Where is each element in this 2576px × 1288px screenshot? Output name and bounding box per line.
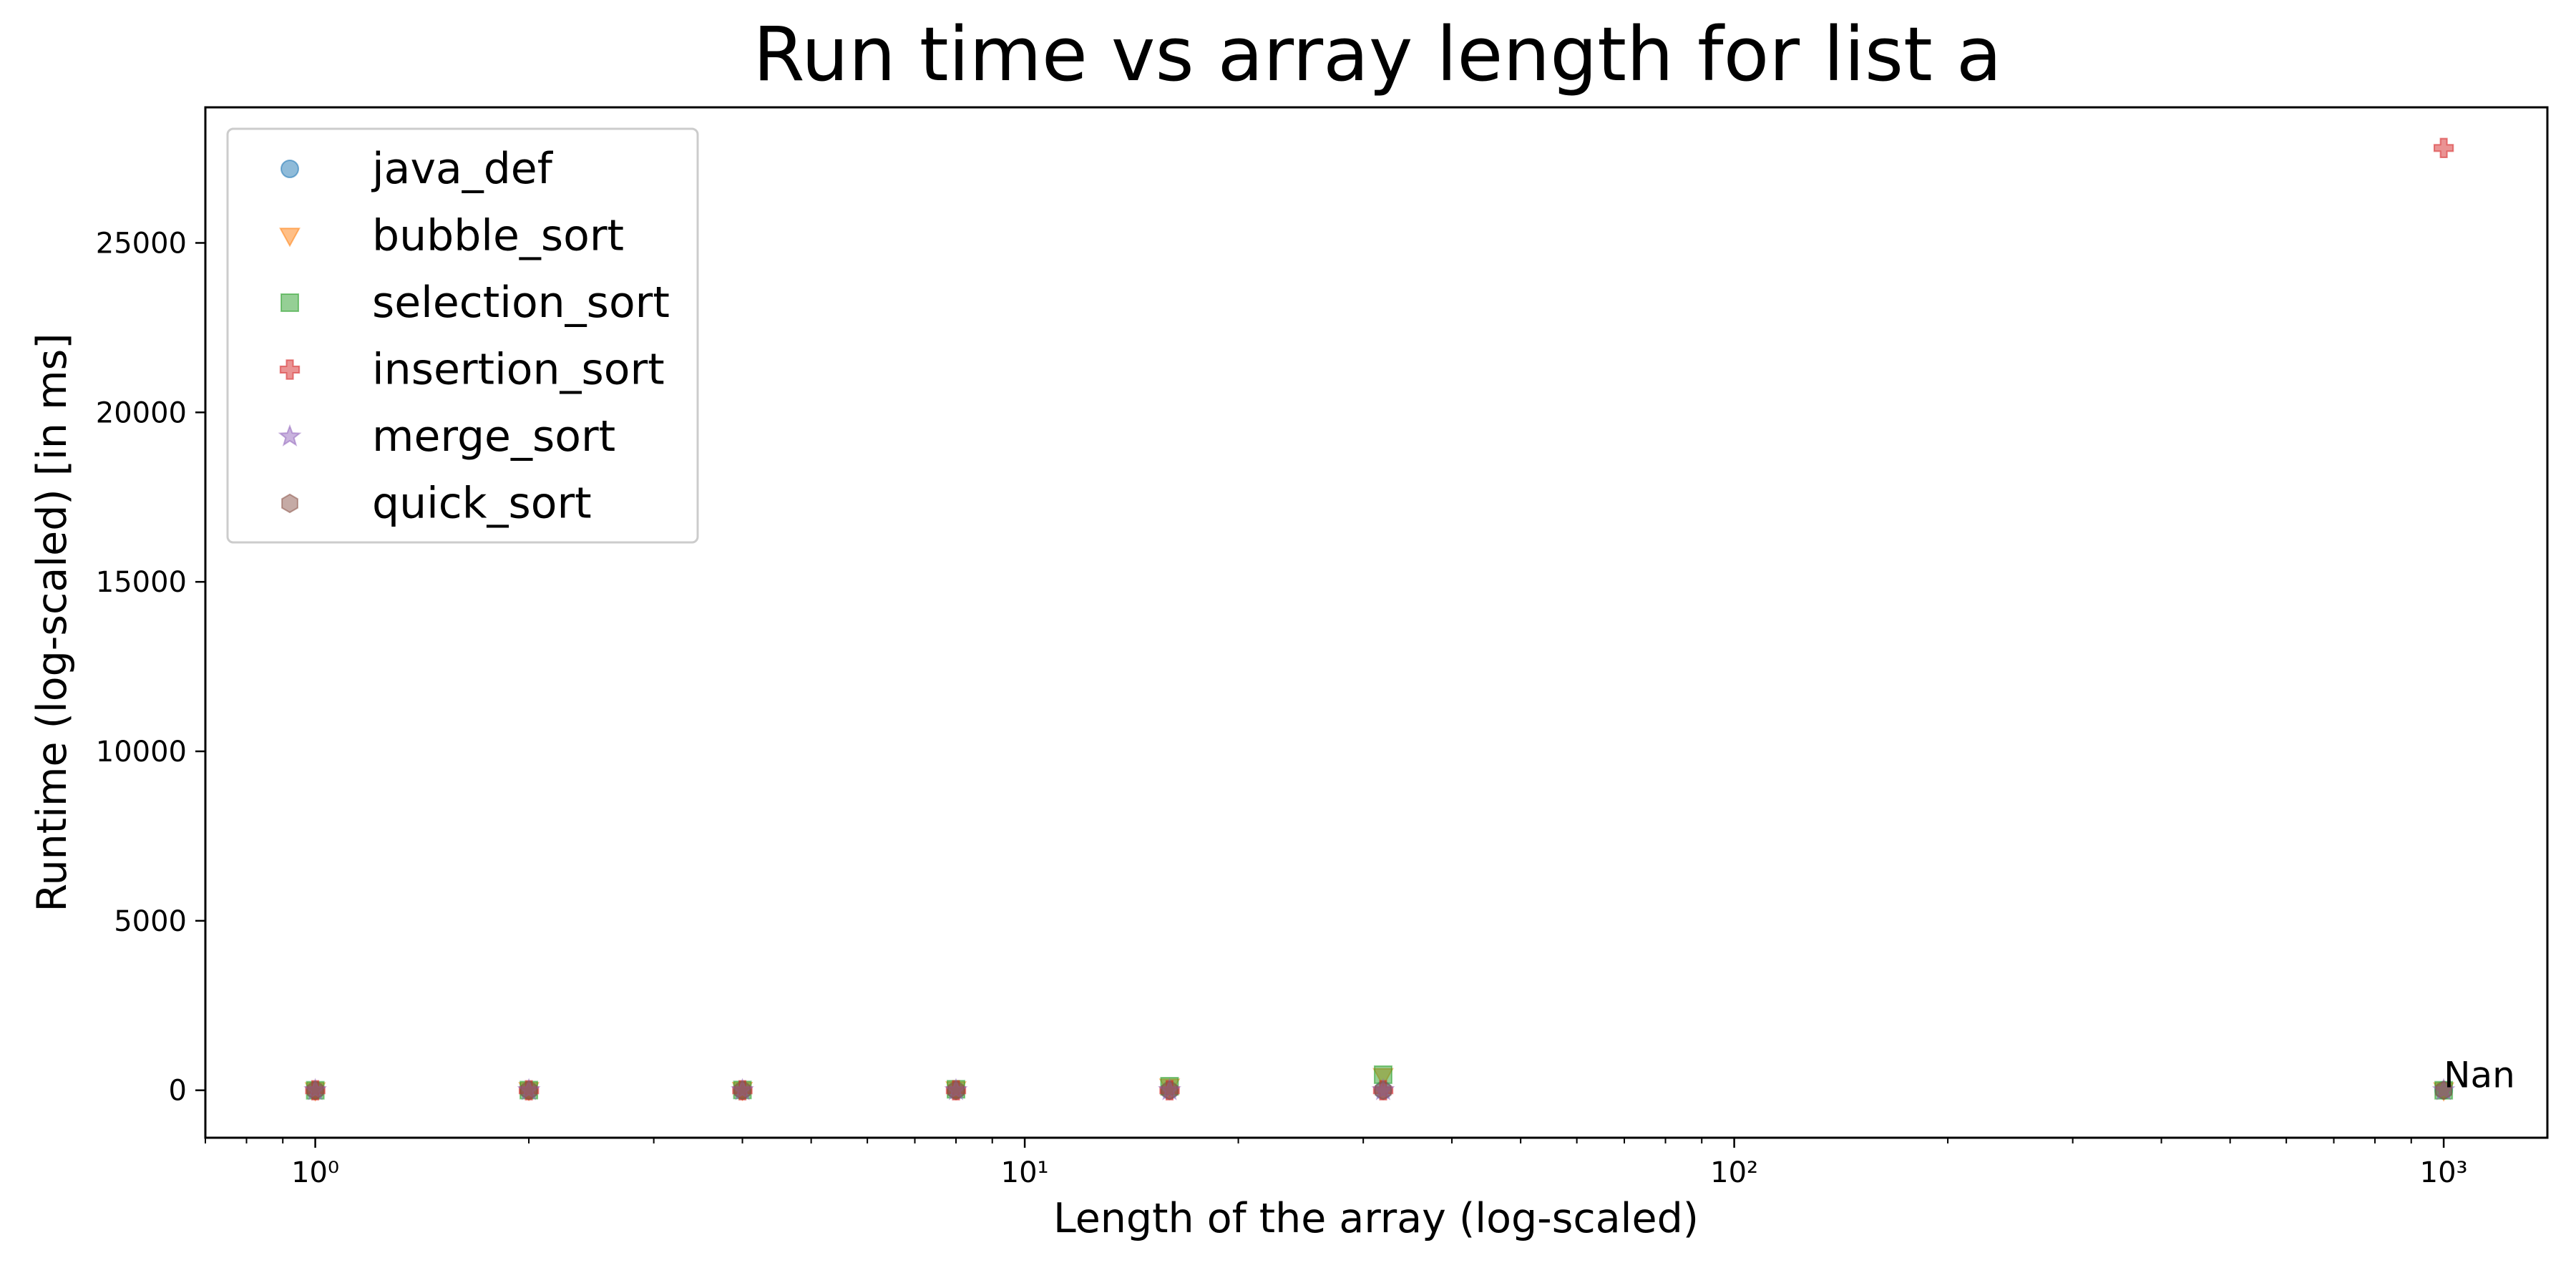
nan-annotation: Nan (2444, 1055, 2515, 1096)
legend-label: java_def (371, 144, 554, 194)
legend-frame (226, 127, 699, 544)
data-point (520, 1080, 537, 1101)
data-point (1375, 1080, 1392, 1101)
data-point (1161, 1080, 1179, 1101)
x-axis-label: Length of the array (log-scaled) (1053, 1195, 1699, 1242)
legend-label: merge_sort (372, 411, 615, 462)
plot-area-frame (204, 106, 2549, 1139)
x-axis: 10⁰ 10¹ 10² 10³ (205, 1138, 2468, 1189)
data-point (733, 1080, 751, 1101)
legend-marker-quick-sort (281, 493, 298, 514)
data-point (2433, 137, 2454, 158)
legend-label: bubble_sort (372, 211, 624, 261)
x-tick-label: 10⁰ (291, 1156, 339, 1189)
data-point (306, 1080, 324, 1101)
y-tick-label: 15000 (96, 566, 187, 599)
series-quick-sort (306, 1080, 2452, 1101)
legend-marker-insertion-sort (279, 359, 301, 380)
x-tick-label: 10¹ (1001, 1156, 1049, 1189)
y-tick-label: 20000 (96, 396, 187, 429)
legend-label: selection_sort (372, 278, 670, 328)
y-tick-label: 5000 (114, 905, 187, 938)
legend-marker-bubble-sort (279, 228, 301, 248)
data-point (2435, 1080, 2452, 1101)
x-tick-label: 10² (1710, 1156, 1758, 1189)
legend: java_def bubble_sort selection_sortinserti… (226, 127, 699, 544)
y-tick-label: 0 (169, 1075, 187, 1108)
data-point (947, 1080, 965, 1101)
legend-marker-merge-sort (278, 424, 302, 447)
y-axis: 0 5000 10000 15000 20000 25000 (96, 227, 205, 1108)
x-tick-label: 10³ (2420, 1156, 2468, 1189)
legend-label: quick_sort (372, 479, 592, 529)
legend-marker-java-def (280, 160, 299, 178)
y-tick-label: 10000 (96, 736, 187, 769)
plot-marks: Nan (303, 137, 2515, 1102)
y-axis-label: Runtime (log-scaled) [in ms] (29, 333, 76, 912)
chart-title: Run time vs array length for list a (753, 11, 2001, 98)
legend-label: insertion_sort (372, 345, 665, 395)
legend-marker-selection-sort (280, 293, 299, 312)
y-tick-label: 25000 (96, 227, 187, 260)
